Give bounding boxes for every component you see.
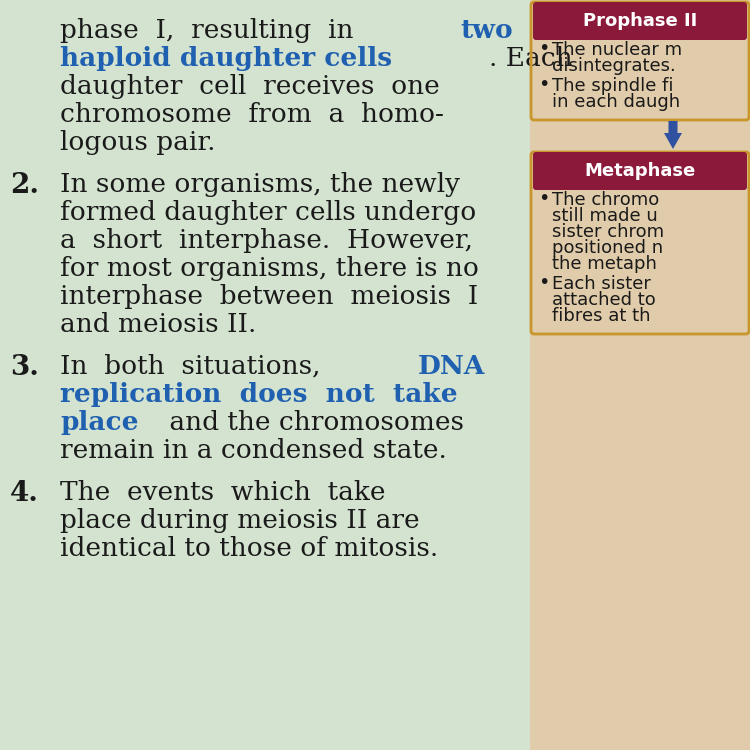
Text: fibres at th: fibres at th	[552, 307, 650, 325]
Text: 2.: 2.	[10, 172, 39, 199]
Text: The spindle fi: The spindle fi	[552, 77, 674, 95]
Text: two: two	[460, 18, 513, 43]
Text: Each sister: Each sister	[552, 275, 651, 293]
Text: replication  does  not  take: replication does not take	[60, 382, 458, 407]
Polygon shape	[664, 121, 682, 149]
Text: chromosome  from  a  homo-: chromosome from a homo-	[60, 102, 444, 127]
Text: formed daughter cells undergo: formed daughter cells undergo	[60, 200, 476, 225]
Text: In some organisms, the newly: In some organisms, the newly	[60, 172, 460, 197]
Text: for most organisms, there is no: for most organisms, there is no	[60, 256, 479, 281]
Text: in each daugh: in each daugh	[552, 93, 680, 111]
Text: and the chromosomes: and the chromosomes	[161, 410, 464, 435]
Text: disintegrates.: disintegrates.	[552, 57, 676, 75]
Text: The  events  which  take: The events which take	[60, 480, 386, 505]
Text: In  both  situations,: In both situations,	[60, 354, 338, 379]
Text: . Each: . Each	[488, 46, 572, 71]
Text: logous pair.: logous pair.	[60, 130, 215, 155]
Bar	[530, 0, 750, 750]
Text: haploid daughter cells: haploid daughter cells	[60, 46, 392, 71]
Text: still made u: still made u	[552, 207, 658, 225]
Text: •: •	[538, 272, 549, 292]
Text: •: •	[538, 38, 549, 58]
Text: and meiosis II.: and meiosis II.	[60, 312, 256, 337]
Text: positioned n: positioned n	[552, 239, 663, 257]
Text: Prophase II: Prophase II	[583, 12, 698, 30]
Text: The chromo: The chromo	[552, 191, 659, 209]
Text: interphase  between  meiosis  I: interphase between meiosis I	[60, 284, 479, 309]
Text: The nuclear m: The nuclear m	[552, 41, 682, 59]
Text: identical to those of mitosis.: identical to those of mitosis.	[60, 536, 438, 561]
FancyBboxPatch shape	[533, 152, 747, 190]
Text: daughter  cell  receives  one: daughter cell receives one	[60, 74, 440, 99]
Bar	[0, 0, 530, 750]
Text: remain in a condensed state.: remain in a condensed state.	[60, 438, 447, 463]
Text: place during meiosis II are: place during meiosis II are	[60, 508, 420, 533]
Text: •: •	[538, 188, 549, 208]
Text: the metaph: the metaph	[552, 255, 657, 273]
Text: attached to: attached to	[552, 291, 656, 309]
Text: sister chrom: sister chrom	[552, 223, 664, 241]
Text: phase  I,  resulting  in: phase I, resulting in	[60, 18, 370, 43]
Text: place: place	[60, 410, 139, 435]
Text: 3.: 3.	[10, 354, 39, 381]
Text: •: •	[538, 74, 549, 94]
Text: 4.: 4.	[10, 480, 39, 507]
FancyBboxPatch shape	[533, 2, 747, 40]
Text: Metaphase: Metaphase	[584, 162, 696, 180]
Text: a  short  interphase.  However,: a short interphase. However,	[60, 228, 473, 253]
Text: DNA: DNA	[418, 354, 485, 379]
